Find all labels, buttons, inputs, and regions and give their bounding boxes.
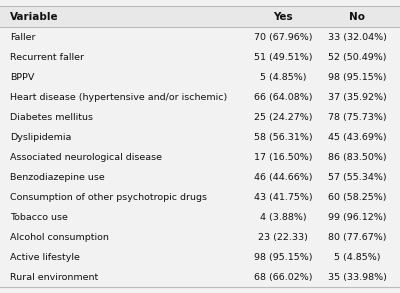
Text: Recurrent faller: Recurrent faller — [10, 53, 84, 62]
Text: Tobacco use: Tobacco use — [10, 213, 68, 222]
Text: 45 (43.69%): 45 (43.69%) — [328, 133, 386, 142]
Text: Benzodiazepine use: Benzodiazepine use — [10, 173, 105, 182]
Text: Rural environment: Rural environment — [10, 273, 98, 282]
Text: 35 (33.98%): 35 (33.98%) — [328, 273, 386, 282]
Text: Variable: Variable — [10, 12, 59, 22]
Text: 60 (58.25%): 60 (58.25%) — [328, 193, 386, 202]
Text: 52 (50.49%): 52 (50.49%) — [328, 53, 386, 62]
Text: BPPV: BPPV — [10, 73, 34, 82]
Text: Active lifestyle: Active lifestyle — [10, 253, 80, 262]
Text: 58 (56.31%): 58 (56.31%) — [254, 133, 312, 142]
Text: 66 (64.08%): 66 (64.08%) — [254, 93, 312, 102]
Text: 37 (35.92%): 37 (35.92%) — [328, 93, 386, 102]
Text: Alcohol consumption: Alcohol consumption — [10, 233, 109, 242]
Text: Associated neurological disease: Associated neurological disease — [10, 153, 162, 162]
Text: 80 (77.67%): 80 (77.67%) — [328, 233, 386, 242]
Text: No: No — [349, 12, 365, 22]
Text: 98 (95.15%): 98 (95.15%) — [254, 253, 312, 262]
Text: Heart disease (hypertensive and/or ischemic): Heart disease (hypertensive and/or ische… — [10, 93, 227, 102]
Text: 5 (4.85%): 5 (4.85%) — [334, 253, 380, 262]
Bar — [0, 6, 400, 28]
Text: 46 (44.66%): 46 (44.66%) — [254, 173, 312, 182]
Text: 57 (55.34%): 57 (55.34%) — [328, 173, 386, 182]
Text: Yes: Yes — [273, 12, 293, 22]
Text: 4 (3.88%): 4 (3.88%) — [260, 213, 306, 222]
Text: 43 (41.75%): 43 (41.75%) — [254, 193, 312, 202]
Text: 17 (16.50%): 17 (16.50%) — [254, 153, 312, 162]
Text: 99 (96.12%): 99 (96.12%) — [328, 213, 386, 222]
Text: Dyslipidemia: Dyslipidemia — [10, 133, 71, 142]
Text: 78 (75.73%): 78 (75.73%) — [328, 113, 386, 122]
Text: Consumption of other psychotropic drugs: Consumption of other psychotropic drugs — [10, 193, 207, 202]
Text: Diabetes mellitus: Diabetes mellitus — [10, 113, 93, 122]
Text: 5 (4.85%): 5 (4.85%) — [260, 73, 306, 82]
Text: Faller: Faller — [10, 33, 36, 42]
Text: 23 (22.33): 23 (22.33) — [258, 233, 308, 242]
Text: 33 (32.04%): 33 (32.04%) — [328, 33, 386, 42]
Text: 25 (24.27%): 25 (24.27%) — [254, 113, 312, 122]
Text: 70 (67.96%): 70 (67.96%) — [254, 33, 312, 42]
Text: 98 (95.15%): 98 (95.15%) — [328, 73, 386, 82]
Text: 68 (66.02%): 68 (66.02%) — [254, 273, 312, 282]
Text: 86 (83.50%): 86 (83.50%) — [328, 153, 386, 162]
Text: 51 (49.51%): 51 (49.51%) — [254, 53, 312, 62]
